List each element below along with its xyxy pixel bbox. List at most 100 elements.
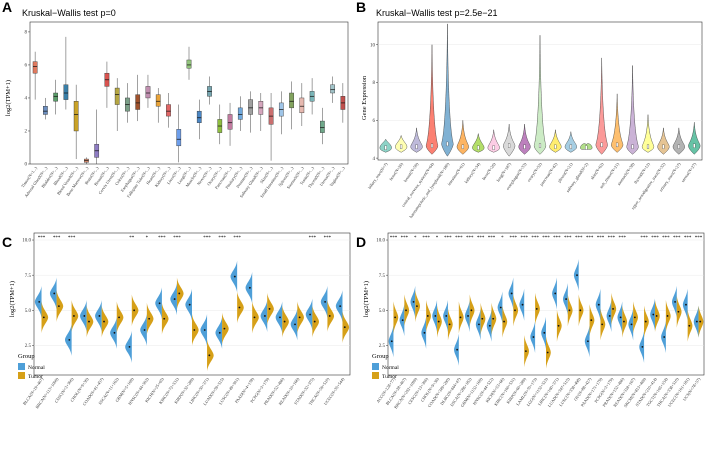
significance-label: ***	[422, 236, 430, 241]
median-point-tumor	[298, 316, 301, 319]
median-point-normal	[423, 331, 426, 334]
median-point-tumor	[223, 327, 226, 330]
violin-inner-box	[693, 143, 696, 148]
y-tick-label: 2	[25, 130, 28, 135]
y-tick-label: 7.5	[25, 274, 32, 279]
median-point-normal	[390, 340, 393, 343]
category-label: ovary(N=52)	[526, 161, 543, 182]
median-point-normal	[248, 286, 251, 289]
median-point-normal	[264, 315, 266, 317]
significance-label: ***	[324, 236, 332, 241]
violin-shape	[672, 127, 685, 155]
y-tick-label: 5.0	[25, 309, 32, 314]
median-point-tumor	[535, 308, 538, 310]
median-point-tumor	[470, 309, 473, 312]
significance-label: ***	[477, 236, 485, 241]
violin-tumor-half	[282, 305, 289, 338]
panel-c-legend-normal: Normal	[28, 365, 45, 371]
significance-label: ***	[673, 236, 681, 241]
y-tick-label: 10.0	[22, 239, 31, 244]
panel-b-letter: B	[356, 0, 366, 15]
median-point-tumor	[546, 351, 549, 354]
median-point-normal	[53, 292, 56, 295]
panel-a-letter: A	[2, 0, 12, 15]
significance-label: ***	[233, 236, 241, 241]
significance-label: ***	[520, 236, 528, 241]
median-point-tumor	[193, 329, 196, 331]
significance-label: ***	[597, 236, 605, 241]
violin-shape	[564, 131, 577, 153]
median-point-tumor	[283, 320, 286, 323]
significance-label: ***	[488, 236, 496, 241]
median-point-normal	[173, 298, 176, 300]
category-label: lung(N=187)	[495, 161, 512, 182]
panel-a-svg: A Kruskal−Wallis test p=0 log2(TPM+1) 0 2…	[2, 0, 349, 199]
median-point-normal	[309, 313, 311, 316]
violin-normal-half	[245, 271, 253, 304]
significance-label: ***	[53, 236, 61, 241]
violin-shape	[487, 129, 500, 153]
median-point-normal	[587, 340, 589, 343]
panel-d-legend: Group Normal Tumor	[372, 353, 399, 380]
y-tick-label: 2.5	[25, 344, 32, 349]
median-point-normal	[597, 303, 600, 306]
significance-label: *	[501, 236, 504, 241]
violin-normal-half	[80, 299, 87, 332]
violin-normal-half	[185, 288, 192, 321]
category-label: liver(N=26)	[481, 161, 497, 181]
violin-normal-half	[110, 316, 117, 349]
y-tick-label: 4	[25, 97, 28, 102]
violin-inner-box	[461, 144, 464, 149]
violin-tumor-half	[342, 311, 350, 344]
y-tick-label: 5.0	[379, 309, 386, 314]
box-body	[166, 104, 171, 117]
median-point-normal	[685, 303, 687, 306]
panel-b-ylabel: Gene Expression	[361, 75, 368, 120]
significance-label: ***	[553, 236, 561, 241]
significance-label: ***	[158, 236, 166, 241]
violin-normal-half	[34, 285, 42, 318]
box-body	[227, 114, 233, 130]
median-point-tumor	[677, 310, 680, 313]
violin-normal-half	[140, 314, 147, 347]
violin-tumor-half	[237, 291, 244, 324]
violin-inner-box	[492, 145, 495, 150]
median-point-normal	[203, 329, 206, 331]
violin-inner-box	[430, 143, 434, 148]
median-point-normal	[608, 315, 611, 317]
median-point-tumor	[503, 320, 505, 323]
violin-inner-box	[415, 144, 418, 149]
violin-inner-box	[446, 141, 449, 147]
panel-c-legend-title: Group	[18, 353, 35, 360]
significance-label: ***	[564, 236, 572, 241]
violin-tumor-half	[161, 302, 169, 335]
violin-inner-box	[662, 144, 665, 149]
significance-label: ***	[203, 236, 211, 241]
violin-shape	[425, 44, 439, 155]
violin-inner-box	[600, 142, 603, 148]
panel-c-split-violin: C log2(TPM+1) 2.5 5.0 7.5 10.0 *** BLCA(N=19+…	[0, 227, 354, 454]
significance-label: ***	[455, 236, 463, 241]
panel-d-svg: D log2(TPM+1) 2.55.07.510.0***ACC(N=128+…	[356, 232, 705, 410]
violin-normal-half	[170, 283, 177, 316]
violin-inner-box	[384, 145, 387, 150]
violin-tumor-half	[267, 292, 274, 325]
violin-inner-box	[400, 144, 403, 149]
violin-tumor-half	[86, 305, 94, 338]
significance-label: *	[146, 236, 149, 241]
median-point-tumor	[163, 317, 166, 320]
violin-normal-half	[49, 277, 57, 310]
box-body	[176, 129, 182, 147]
violin-shape	[657, 127, 670, 155]
median-point-tumor	[492, 317, 495, 320]
median-point-normal	[467, 315, 469, 317]
panel-a-ylabel: log2(TPM+1)	[5, 80, 12, 116]
y-tick-label: 8	[373, 81, 376, 86]
median-point-normal	[478, 323, 480, 326]
panel-d-legend-title: Group	[372, 353, 389, 360]
median-point-normal	[521, 303, 524, 306]
median-point-tumor	[178, 292, 181, 295]
significance-label: ***	[173, 236, 181, 241]
y-tick-label: 6	[25, 64, 28, 69]
